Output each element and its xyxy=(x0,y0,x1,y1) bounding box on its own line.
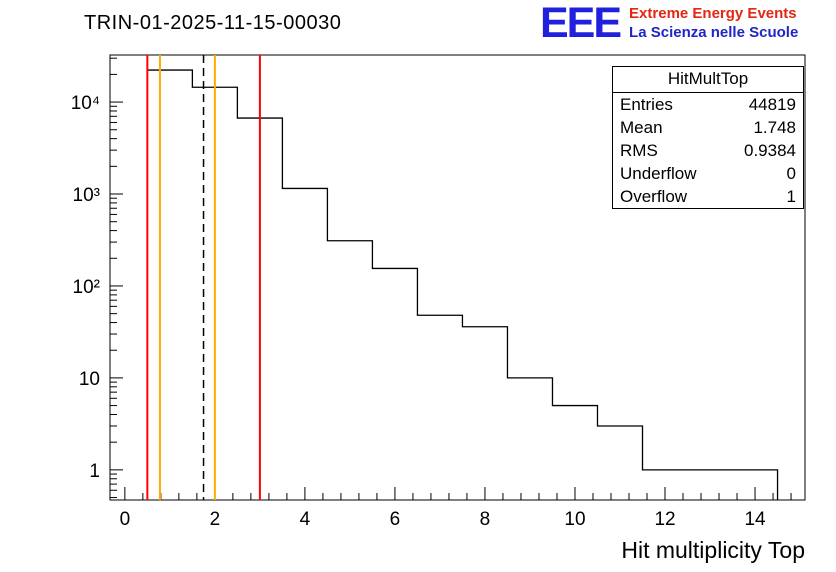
stats-row: Entries 44819 xyxy=(613,93,803,116)
stats-row: Overflow 1 xyxy=(613,185,803,208)
stats-row: Underflow 0 xyxy=(613,162,803,185)
x-tick-label: 2 xyxy=(210,509,221,530)
eee-logo-line2: La Scienza nelle Scuole xyxy=(629,23,799,41)
stat-value: 0.9384 xyxy=(744,141,796,160)
eee-logo-text: Extreme Energy Events La Scienza nelle S… xyxy=(629,5,798,43)
x-tick-label: 6 xyxy=(390,509,401,530)
x-tick-label: 8 xyxy=(480,509,491,530)
y-tick-label: 10⁴ xyxy=(71,93,100,114)
y-tick-label: 10 xyxy=(79,369,100,390)
stats-row: Mean 1.748 xyxy=(613,116,803,139)
stat-value: 44819 xyxy=(748,95,796,114)
page-title: TRIN-01-2025-11-15-00030 xyxy=(84,12,342,34)
stats-rows: Entries 44819 Mean 1.748 RMS 0.9384 Underflow 0… xyxy=(613,93,803,208)
x-tick-label: 10 xyxy=(564,509,585,530)
stats-box: HitMultTop Entries 44819 Mean 1.748 RMS 0.938… xyxy=(612,66,804,209)
stat-value: 1 xyxy=(786,187,796,206)
stat-label: Entries xyxy=(620,95,673,114)
stat-label: Mean xyxy=(620,118,663,137)
stat-value: 0 xyxy=(786,164,796,183)
stats-title: HitMultTop xyxy=(613,67,803,93)
plot-frame xyxy=(109,54,806,501)
y-tick-label: 10² xyxy=(73,277,100,298)
stat-value: 1.748 xyxy=(753,118,796,137)
y-tick-label: 10³ xyxy=(73,185,100,206)
x-tick-label: 14 xyxy=(744,509,766,530)
stats-row: RMS 0.9384 xyxy=(613,139,803,162)
stat-label: Underflow xyxy=(620,164,697,183)
x-axis-title: Hit multiplicity Top xyxy=(621,537,805,563)
histogram-line xyxy=(146,69,779,500)
y-tick-label: 1 xyxy=(89,461,100,482)
x-tick-label: 12 xyxy=(654,509,675,530)
eee-logo-acronym: EEE xyxy=(540,0,622,47)
stat-label: Overflow xyxy=(620,187,688,206)
x-tick-label: 4 xyxy=(300,509,311,530)
eee-logo-line1: Extreme Energy Events xyxy=(629,4,797,22)
eee-logo: EEE Extreme Energy Events La Scienza nel… xyxy=(540,2,798,45)
x-tick-label: 0 xyxy=(120,509,131,530)
stat-label: RMS xyxy=(620,141,658,160)
